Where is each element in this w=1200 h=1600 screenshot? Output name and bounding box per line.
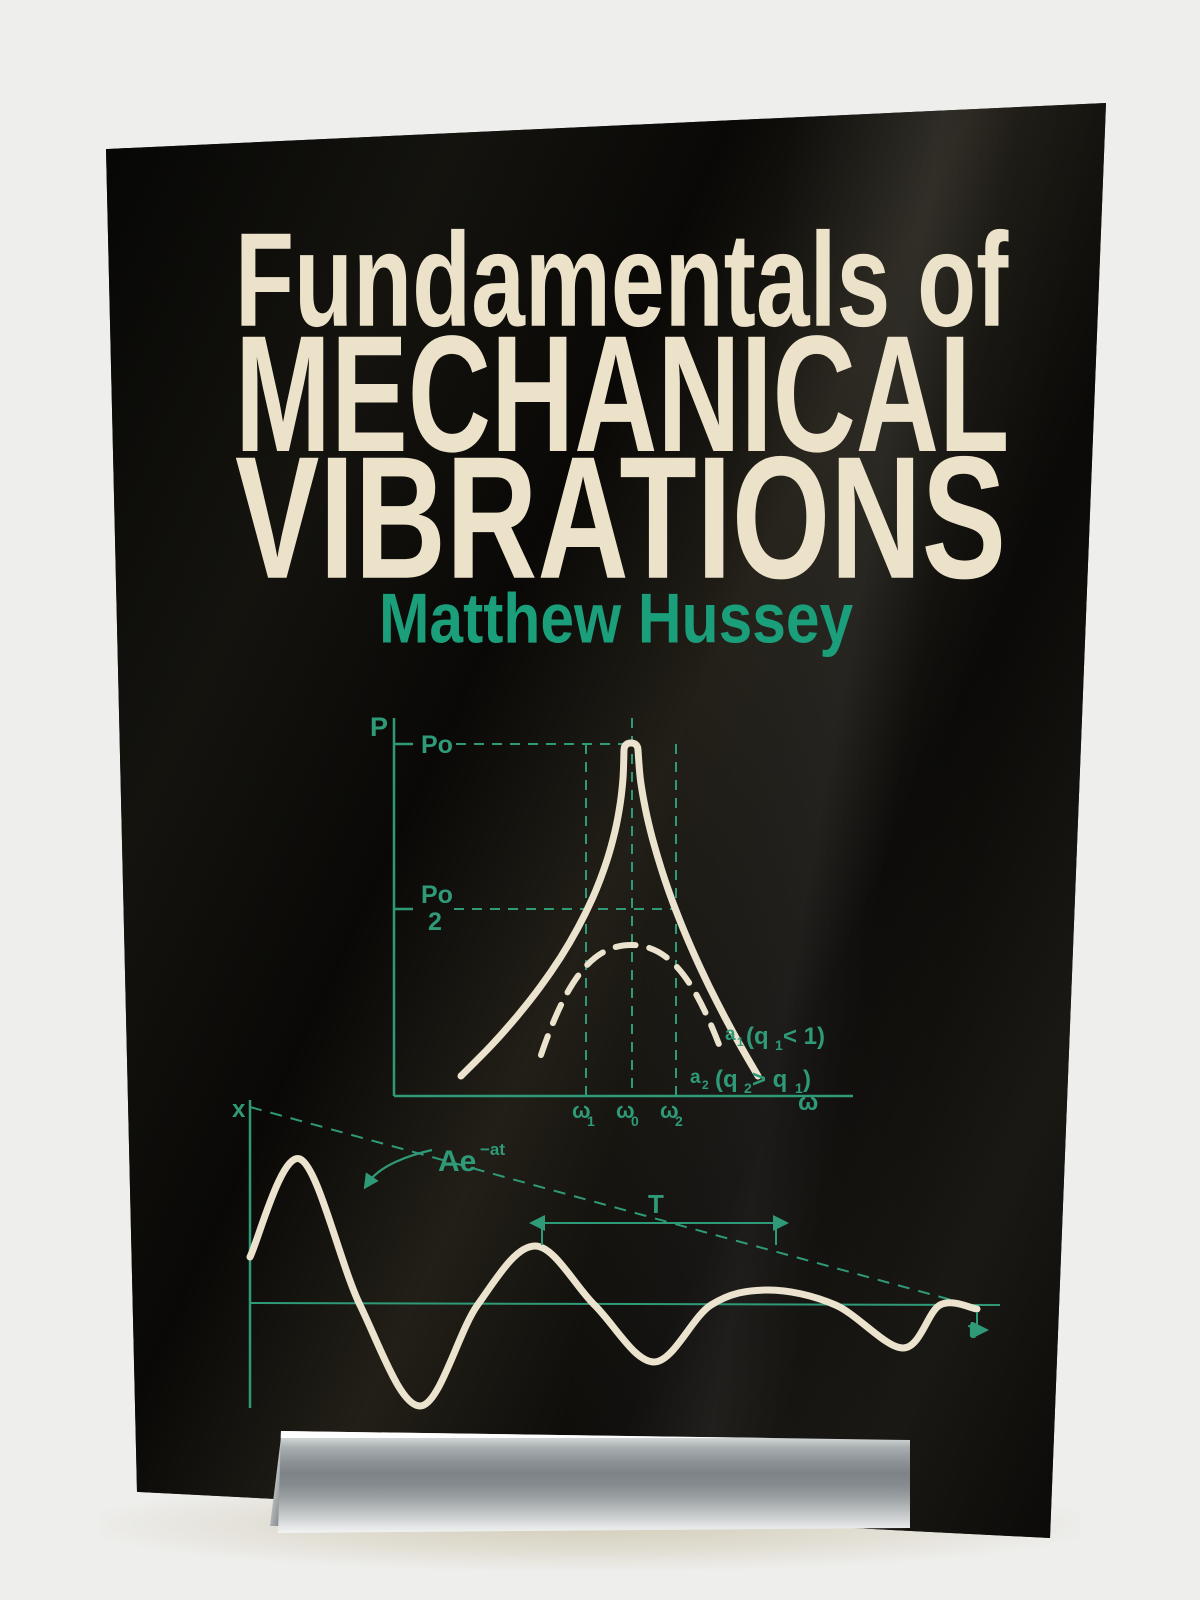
- svg-text:1: 1: [775, 1037, 783, 1053]
- svg-text:Ae: Ae: [438, 1145, 476, 1178]
- svg-text:Po: Po: [421, 731, 453, 759]
- svg-text:2: 2: [428, 908, 442, 936]
- svg-text:(q: (q: [746, 1023, 769, 1050]
- svg-text:2: 2: [702, 1078, 709, 1092]
- svg-text:(q: (q: [715, 1066, 738, 1093]
- svg-text:a: a: [690, 1067, 701, 1088]
- svg-text:2: 2: [744, 1080, 752, 1096]
- svg-text:x: x: [232, 1096, 246, 1123]
- svg-text:): ): [803, 1066, 811, 1093]
- svg-text:2: 2: [675, 1113, 683, 1129]
- svg-text:P: P: [370, 712, 388, 742]
- svg-text:1: 1: [737, 1035, 744, 1049]
- svg-text:t: t: [968, 1317, 976, 1344]
- svg-text:< 1): < 1): [783, 1023, 825, 1050]
- svg-text:0: 0: [631, 1113, 639, 1129]
- svg-text:a: a: [725, 1024, 736, 1045]
- svg-text:1: 1: [587, 1113, 595, 1129]
- svg-text:1: 1: [795, 1080, 803, 1096]
- svg-text:> q: > q: [752, 1066, 787, 1093]
- svg-text:Po: Po: [421, 881, 453, 909]
- svg-text:−at: −at: [480, 1140, 505, 1159]
- svg-text:T: T: [648, 1189, 664, 1219]
